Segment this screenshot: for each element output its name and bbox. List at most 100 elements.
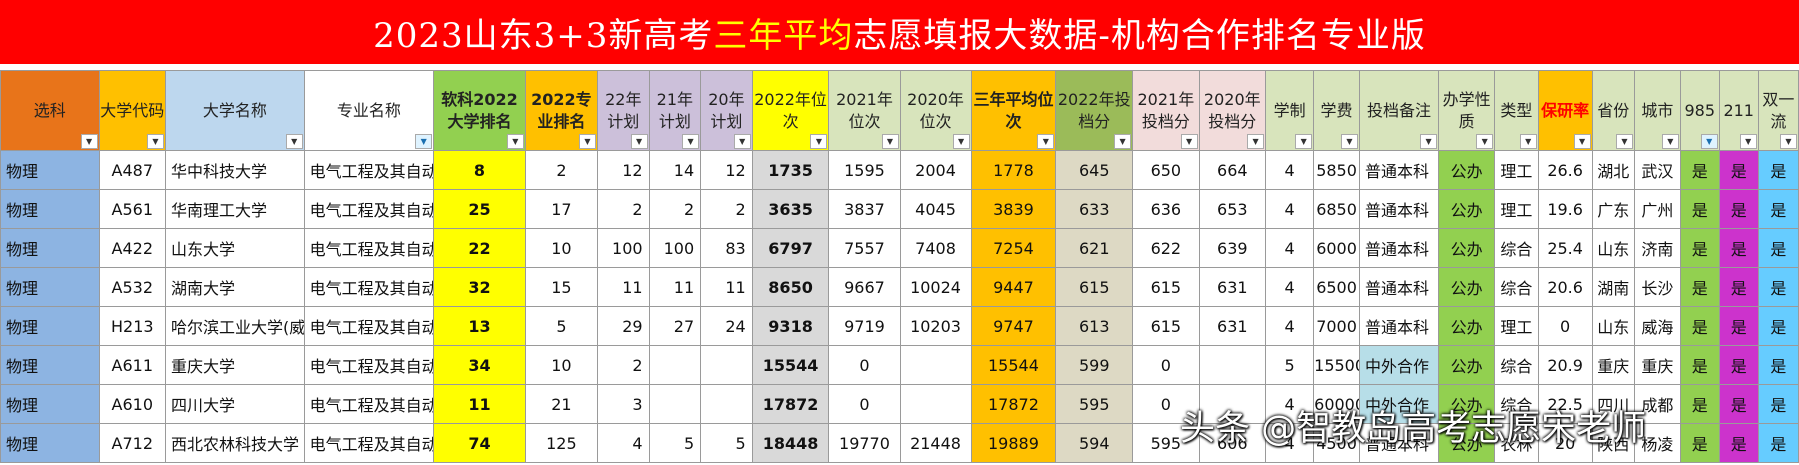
filter-dropdown-icon[interactable]: ▼: [285, 134, 303, 149]
table-cell[interactable]: 11: [433, 384, 526, 424]
table-cell[interactable]: 理工: [1494, 306, 1539, 346]
table-cell[interactable]: 12: [597, 150, 650, 190]
table-cell[interactable]: 17872: [970, 384, 1057, 424]
table-cell[interactable]: 普通本科: [1358, 189, 1440, 229]
table-cell[interactable]: A611: [98, 345, 167, 385]
table-cell[interactable]: 电气工程及其自动: [303, 345, 435, 385]
filter-dropdown-icon[interactable]: ▼: [1114, 134, 1132, 149]
table-cell[interactable]: 公办: [1438, 150, 1496, 190]
table-cell[interactable]: 4045: [899, 189, 972, 229]
table-cell[interactable]: 综合: [1494, 384, 1539, 424]
table-cell[interactable]: 29: [597, 306, 650, 346]
table-cell[interactable]: 615: [1055, 267, 1134, 307]
table-cell[interactable]: 重庆: [1591, 345, 1635, 385]
filter-dropdown-icon[interactable]: ▼: [1615, 134, 1633, 149]
table-cell[interactable]: 是: [1718, 267, 1759, 307]
filter-dropdown-icon[interactable]: ▼: [1780, 134, 1797, 149]
table-cell[interactable]: 4500: [1313, 423, 1360, 463]
table-cell[interactable]: 14: [648, 150, 702, 190]
table-cell[interactable]: 长沙: [1633, 267, 1681, 307]
table-cell[interactable]: 11: [597, 267, 650, 307]
table-cell[interactable]: 595: [1132, 423, 1200, 463]
table-cell[interactable]: 18448: [751, 423, 830, 463]
table-cell[interactable]: 32: [433, 267, 526, 307]
table-cell[interactable]: 是: [1757, 345, 1799, 385]
table-cell[interactable]: 100: [597, 228, 650, 268]
table-cell[interactable]: 2: [597, 345, 650, 385]
table-cell[interactable]: 615: [1132, 306, 1200, 346]
table-cell[interactable]: 公办: [1438, 384, 1496, 424]
table-cell[interactable]: 公办: [1438, 345, 1496, 385]
table-cell[interactable]: [899, 384, 972, 424]
filter-dropdown-icon[interactable]: ▼: [630, 134, 648, 149]
table-cell[interactable]: 是: [1757, 189, 1799, 229]
table-cell[interactable]: 15544: [751, 345, 830, 385]
table-cell[interactable]: 山东大学: [165, 228, 305, 268]
table-cell[interactable]: 27: [648, 306, 702, 346]
table-cell[interactable]: 是: [1679, 228, 1720, 268]
filter-dropdown-icon[interactable]: ▼: [1180, 134, 1198, 149]
table-cell[interactable]: 10203: [899, 306, 972, 346]
table-cell[interactable]: 0: [1132, 345, 1200, 385]
table-cell[interactable]: 594: [1055, 423, 1134, 463]
table-cell[interactable]: 哈尔滨工业大学(威: [165, 306, 305, 346]
filter-dropdown-icon[interactable]: ▼: [1037, 134, 1055, 149]
table-cell[interactable]: 4: [1265, 306, 1315, 346]
table-cell[interactable]: 21448: [899, 423, 972, 463]
table-cell[interactable]: 是: [1718, 345, 1759, 385]
filter-dropdown-icon[interactable]: ▼: [506, 134, 524, 149]
table-cell[interactable]: [648, 345, 702, 385]
table-cell[interactable]: 3837: [828, 189, 901, 229]
table-cell[interactable]: 综合: [1494, 345, 1539, 385]
table-cell[interactable]: 公办: [1438, 228, 1496, 268]
table-cell[interactable]: 4: [1265, 267, 1315, 307]
table-cell[interactable]: 34: [433, 345, 526, 385]
table-cell[interactable]: [700, 384, 753, 424]
table-cell[interactable]: 4: [1265, 423, 1315, 463]
table-cell[interactable]: 100: [648, 228, 702, 268]
table-cell[interactable]: 湖南: [1591, 267, 1635, 307]
table-cell[interactable]: 4: [1265, 384, 1315, 424]
table-cell[interactable]: 物理: [0, 306, 100, 346]
table-cell[interactable]: 25.4: [1537, 228, 1593, 268]
table-cell[interactable]: 5850: [1313, 150, 1360, 190]
table-cell[interactable]: 四川大学: [165, 384, 305, 424]
table-cell[interactable]: 综合: [1494, 228, 1539, 268]
table-cell[interactable]: 9318: [751, 306, 830, 346]
table-cell[interactable]: 电气工程及其自动: [303, 384, 435, 424]
table-cell[interactable]: 7408: [899, 228, 972, 268]
filter-dropdown-icon[interactable]: ▼: [1247, 134, 1265, 149]
table-cell[interactable]: 4: [1265, 189, 1315, 229]
table-cell[interactable]: 物理: [0, 150, 100, 190]
table-cell[interactable]: 21: [524, 384, 599, 424]
table-cell[interactable]: 电气工程及其自动: [303, 306, 435, 346]
table-cell[interactable]: 是: [1679, 423, 1720, 463]
table-cell[interactable]: 杨凌: [1633, 423, 1681, 463]
table-cell[interactable]: 西北农林科技大学: [165, 423, 305, 463]
table-cell[interactable]: 是: [1679, 150, 1720, 190]
table-cell[interactable]: H213: [98, 306, 167, 346]
table-cell[interactable]: 1595: [828, 150, 901, 190]
table-cell[interactable]: 0: [828, 384, 901, 424]
table-cell[interactable]: 4: [597, 423, 650, 463]
table-cell[interactable]: 中外合作: [1358, 384, 1440, 424]
table-cell[interactable]: 是: [1757, 423, 1799, 463]
table-cell[interactable]: 6850: [1313, 189, 1360, 229]
table-cell[interactable]: 83: [700, 228, 753, 268]
table-cell[interactable]: 6000: [1313, 228, 1360, 268]
table-cell[interactable]: 物理: [0, 189, 100, 229]
table-cell[interactable]: 物理: [0, 267, 100, 307]
table-cell[interactable]: 613: [1055, 306, 1134, 346]
table-cell[interactable]: 是: [1679, 189, 1720, 229]
table-cell[interactable]: 物理: [0, 345, 100, 385]
table-cell[interactable]: [899, 345, 972, 385]
table-cell[interactable]: 是: [1718, 384, 1759, 424]
table-cell[interactable]: 5: [1265, 345, 1315, 385]
table-cell[interactable]: 普通本科: [1358, 150, 1440, 190]
table-cell[interactable]: 1778: [970, 150, 1057, 190]
table-cell[interactable]: 公办: [1438, 306, 1496, 346]
table-cell[interactable]: 电气工程及其自动: [303, 189, 435, 229]
table-cell[interactable]: 是: [1757, 384, 1799, 424]
table-cell[interactable]: 15544: [970, 345, 1057, 385]
table-cell[interactable]: 济南: [1633, 228, 1681, 268]
